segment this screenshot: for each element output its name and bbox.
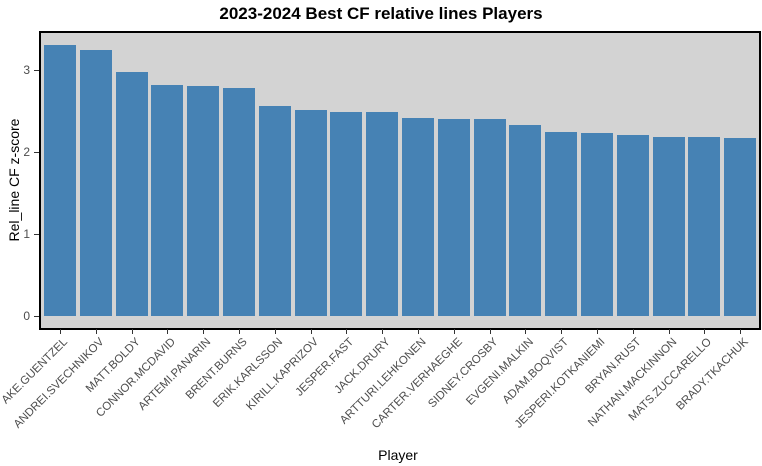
x-tick <box>454 329 455 334</box>
x-tick <box>704 329 705 334</box>
x-tick <box>275 329 276 334</box>
x-tick <box>418 329 419 334</box>
x-tick <box>96 329 97 334</box>
x-tick <box>669 329 670 334</box>
bar <box>724 138 757 316</box>
x-tick-label: BRADY.TKACHUK <box>674 336 751 413</box>
x-tick <box>132 329 133 334</box>
y-tick <box>34 70 39 71</box>
bar <box>473 118 506 316</box>
bar <box>509 125 542 316</box>
bar <box>294 109 327 316</box>
x-tick <box>203 329 204 334</box>
x-tick-label: ADAM.BOQVIST <box>500 336 572 407</box>
chart-title: 2023-2024 Best CF relative lines Players <box>219 4 543 23</box>
x-tick <box>490 329 491 334</box>
bar <box>223 88 255 316</box>
y-tick-label: 1 <box>23 227 30 241</box>
bar <box>366 112 399 316</box>
bar <box>330 112 363 316</box>
y-tick-label: 3 <box>23 63 30 77</box>
y-tick <box>34 316 39 317</box>
y-tick <box>34 152 39 153</box>
bar <box>545 131 578 316</box>
bar <box>44 44 76 316</box>
plot-panel <box>39 31 761 330</box>
bar <box>115 71 148 316</box>
bar <box>437 118 470 316</box>
bar <box>652 136 685 316</box>
x-tick <box>561 329 562 334</box>
x-tick <box>311 329 312 334</box>
x-tick <box>239 329 240 334</box>
bar <box>688 136 721 316</box>
y-tick-label: 2 <box>23 145 30 159</box>
x-tick <box>525 329 526 334</box>
x-tick <box>60 329 61 334</box>
bar <box>187 85 220 316</box>
x-tick <box>382 329 383 334</box>
bar <box>258 106 291 316</box>
x-tick-label: AKE.GUENTZEL <box>0 336 71 407</box>
bar <box>616 135 649 316</box>
x-tick <box>633 329 634 334</box>
x-tick <box>167 329 168 334</box>
x-tick <box>597 329 598 334</box>
bar <box>581 133 613 316</box>
x-tick <box>346 329 347 334</box>
x-tick <box>740 329 741 334</box>
bar <box>402 117 434 316</box>
bar <box>151 85 184 316</box>
y-tick <box>34 234 39 235</box>
y-tick-label: 0 <box>23 309 30 323</box>
x-axis-title: Player <box>378 447 418 463</box>
bar <box>79 49 112 316</box>
